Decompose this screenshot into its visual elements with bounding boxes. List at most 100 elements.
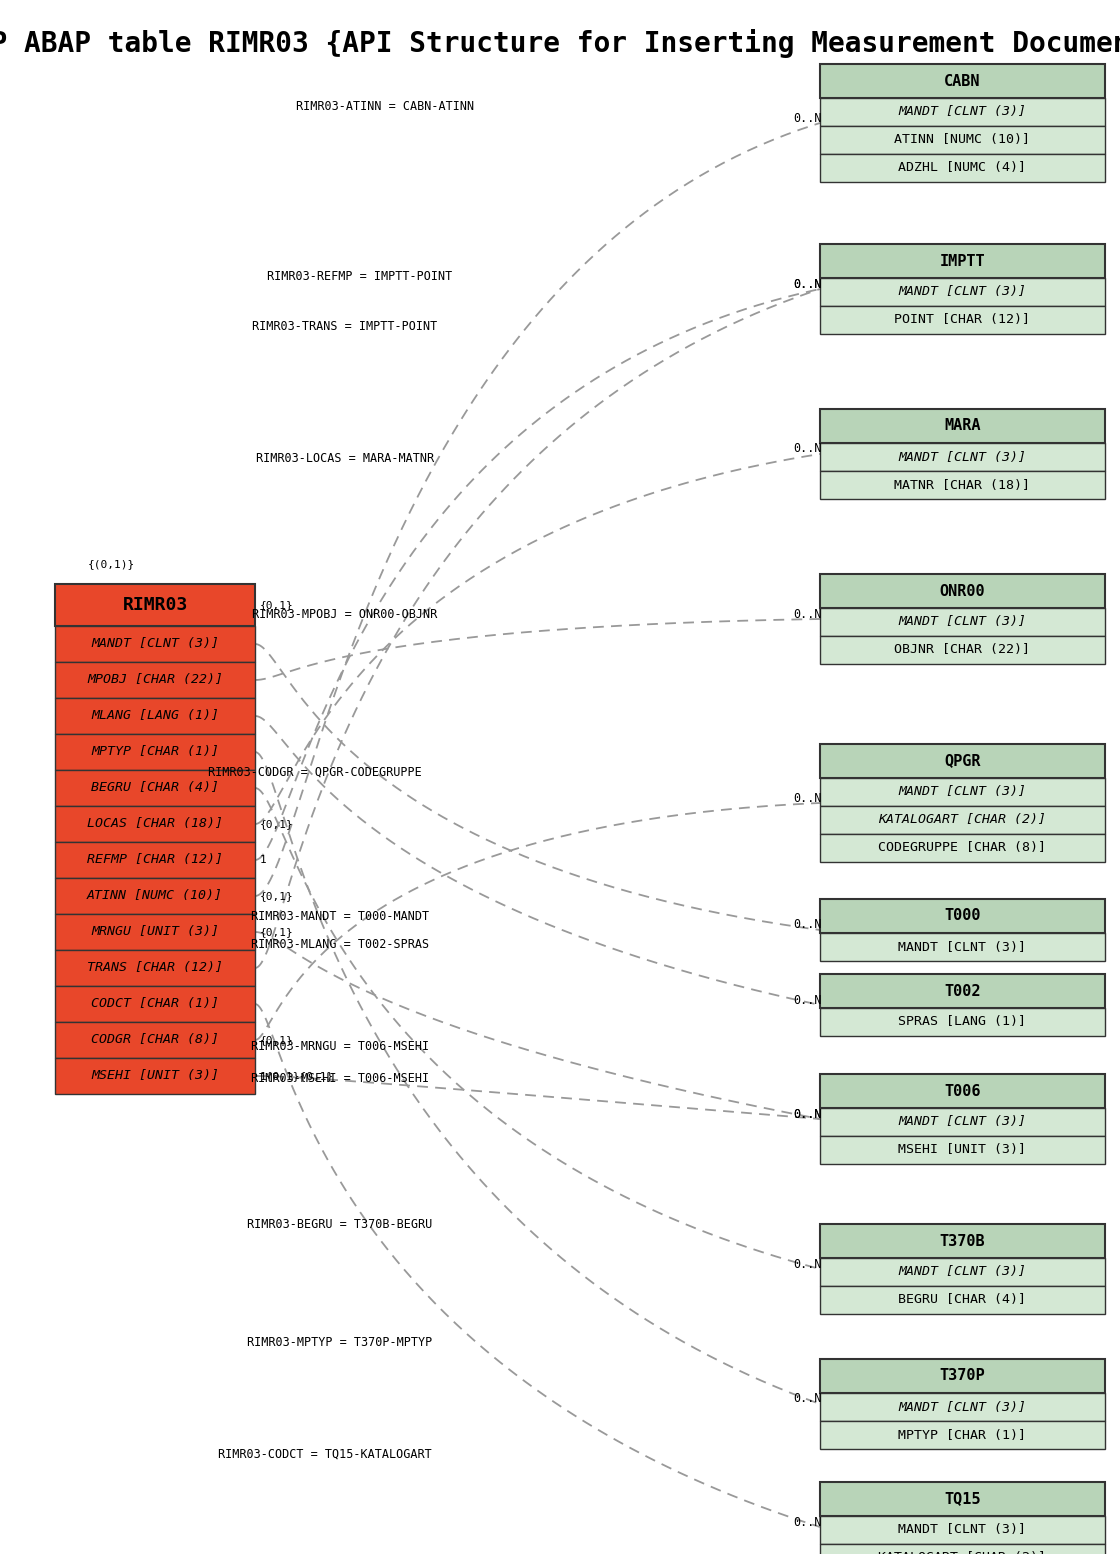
Text: ATINN [NUMC (10)]: ATINN [NUMC (10)] — [87, 889, 223, 903]
Text: OBJNR [CHAR (22)]: OBJNR [CHAR (22)] — [895, 643, 1030, 656]
FancyBboxPatch shape — [820, 1259, 1105, 1287]
FancyBboxPatch shape — [55, 807, 255, 842]
FancyBboxPatch shape — [55, 914, 255, 949]
FancyBboxPatch shape — [55, 662, 255, 698]
Text: T000: T000 — [944, 909, 981, 923]
Text: 1: 1 — [260, 855, 267, 866]
Text: MATNR [CHAR (18)]: MATNR [CHAR (18)] — [895, 479, 1030, 491]
Text: RIMR03-LOCAS = MARA-MATNR: RIMR03-LOCAS = MARA-MATNR — [256, 452, 435, 466]
Text: {(0,1)}: {(0,1)} — [87, 559, 136, 569]
Text: ATINN [NUMC (10)]: ATINN [NUMC (10)] — [895, 134, 1030, 146]
Text: SPRAS [LANG (1)]: SPRAS [LANG (1)] — [898, 1015, 1027, 1029]
FancyBboxPatch shape — [820, 278, 1105, 306]
FancyBboxPatch shape — [820, 1420, 1105, 1448]
Text: RIMR03-TRANS = IMPTT-POINT: RIMR03-TRANS = IMPTT-POINT — [252, 320, 438, 333]
Text: 0..N: 0..N — [793, 918, 821, 931]
FancyBboxPatch shape — [820, 64, 1105, 98]
FancyBboxPatch shape — [55, 1058, 255, 1094]
FancyBboxPatch shape — [820, 244, 1105, 278]
Text: CODCT [CHAR (1)]: CODCT [CHAR (1)] — [91, 998, 220, 1010]
Text: 0..N: 0..N — [793, 1108, 821, 1120]
Text: MSEHI [UNIT (3)]: MSEHI [UNIT (3)] — [898, 1144, 1027, 1156]
FancyBboxPatch shape — [820, 126, 1105, 154]
Text: MPTYP [CHAR (1)]: MPTYP [CHAR (1)] — [91, 746, 220, 758]
FancyBboxPatch shape — [820, 834, 1105, 862]
Text: MANDT [CLNT (3)]: MANDT [CLNT (3)] — [898, 1523, 1027, 1537]
Text: QPGR: QPGR — [944, 754, 981, 769]
Text: T006: T006 — [944, 1083, 981, 1099]
Text: MSEHI [UNIT (3)]: MSEHI [UNIT (3)] — [91, 1069, 220, 1083]
Text: MPOBJ [CHAR (22)]: MPOBJ [CHAR (22)] — [87, 673, 223, 687]
Text: LOCAS [CHAR (18)]: LOCAS [CHAR (18)] — [87, 817, 223, 830]
Text: TQ15: TQ15 — [944, 1492, 981, 1506]
Text: RIMR03-CODGR = QPGR-CODEGRUPPE: RIMR03-CODGR = QPGR-CODEGRUPPE — [208, 766, 422, 779]
FancyBboxPatch shape — [55, 949, 255, 985]
Text: {0,1}: {0,1} — [260, 819, 293, 828]
FancyBboxPatch shape — [820, 1545, 1105, 1554]
Text: MPTYP [CHAR (1)]: MPTYP [CHAR (1)] — [898, 1428, 1027, 1442]
FancyBboxPatch shape — [820, 1392, 1105, 1420]
Text: 0..N: 0..N — [793, 791, 821, 805]
Text: 0..N: 0..N — [793, 112, 821, 124]
Text: MANDT [CLNT (3)]: MANDT [CLNT (3)] — [898, 1116, 1027, 1128]
FancyBboxPatch shape — [820, 636, 1105, 664]
Text: CODGR [CHAR (8)]: CODGR [CHAR (8)] — [91, 1033, 220, 1046]
Text: KATALOGART [CHAR (2)]: KATALOGART [CHAR (2)] — [878, 813, 1046, 827]
Text: CABN: CABN — [944, 73, 981, 89]
Text: RIMR03-ATINN = CABN-ATINN: RIMR03-ATINN = CABN-ATINN — [296, 99, 474, 112]
Text: MRNGU [UNIT (3)]: MRNGU [UNIT (3)] — [91, 926, 220, 939]
Text: T370P: T370P — [940, 1369, 986, 1383]
Text: RIMR03-MANDT = T000-MANDT: RIMR03-MANDT = T000-MANDT — [251, 911, 429, 923]
Text: {0,1}: {0,1} — [260, 1035, 293, 1044]
Text: MANDT [CLNT (3)]: MANDT [CLNT (3)] — [91, 637, 220, 651]
FancyBboxPatch shape — [55, 985, 255, 1023]
Text: 0..N: 0..N — [793, 1257, 821, 1271]
FancyBboxPatch shape — [820, 932, 1105, 960]
FancyBboxPatch shape — [820, 1517, 1105, 1545]
Text: REFMP [CHAR (12)]: REFMP [CHAR (12)] — [87, 853, 223, 867]
FancyBboxPatch shape — [820, 1225, 1105, 1259]
FancyBboxPatch shape — [55, 626, 255, 662]
Text: T370B: T370B — [940, 1234, 986, 1248]
Text: 0..N: 0..N — [793, 443, 821, 455]
Text: RIMR03-MSEHI = T006-MSEHI: RIMR03-MSEHI = T006-MSEHI — [251, 1072, 429, 1085]
FancyBboxPatch shape — [55, 842, 255, 878]
Text: 0..N: 0..N — [793, 278, 821, 291]
Text: MANDT [CLNT (3)]: MANDT [CLNT (3)] — [898, 1400, 1027, 1414]
FancyBboxPatch shape — [55, 878, 255, 914]
Text: MANDT [CLNT (3)]: MANDT [CLNT (3)] — [898, 106, 1027, 118]
FancyBboxPatch shape — [820, 1108, 1105, 1136]
FancyBboxPatch shape — [820, 1136, 1105, 1164]
FancyBboxPatch shape — [820, 409, 1105, 443]
Text: MANDT [CLNT (3)]: MANDT [CLNT (3)] — [898, 615, 1027, 628]
FancyBboxPatch shape — [820, 1074, 1105, 1108]
FancyBboxPatch shape — [820, 779, 1105, 807]
Text: 0..N: 0..N — [793, 993, 821, 1007]
Text: MANDT [CLNT (3)]: MANDT [CLNT (3)] — [898, 451, 1027, 463]
FancyBboxPatch shape — [820, 1287, 1105, 1315]
FancyBboxPatch shape — [55, 1023, 255, 1058]
Text: RIMR03-CODCT = TQ15-KATALOGART: RIMR03-CODCT = TQ15-KATALOGART — [218, 1447, 432, 1461]
FancyBboxPatch shape — [55, 698, 255, 733]
FancyBboxPatch shape — [820, 471, 1105, 499]
Text: MARA: MARA — [944, 418, 981, 434]
Text: RIMR03-MPTYP = T370P-MPTYP: RIMR03-MPTYP = T370P-MPTYP — [248, 1335, 432, 1349]
Text: BEGRU [CHAR (4)]: BEGRU [CHAR (4)] — [91, 782, 220, 794]
Text: {0,1}: {0,1} — [260, 890, 293, 901]
Text: KATALOGART [CHAR (2)]: KATALOGART [CHAR (2)] — [878, 1551, 1046, 1554]
FancyBboxPatch shape — [820, 608, 1105, 636]
Text: IMPTT: IMPTT — [940, 253, 986, 269]
FancyBboxPatch shape — [55, 769, 255, 807]
Text: CODEGRUPPE [CHAR (8)]: CODEGRUPPE [CHAR (8)] — [878, 842, 1046, 855]
FancyBboxPatch shape — [820, 573, 1105, 608]
FancyBboxPatch shape — [820, 807, 1105, 834]
FancyBboxPatch shape — [820, 154, 1105, 182]
Text: {0,1}: {0,1} — [260, 928, 293, 937]
Text: RIMR03-MPOBJ = ONR00-OBJNR: RIMR03-MPOBJ = ONR00-OBJNR — [252, 608, 438, 620]
Text: RIMR03-REFMP = IMPTT-POINT: RIMR03-REFMP = IMPTT-POINT — [268, 269, 452, 283]
FancyBboxPatch shape — [820, 306, 1105, 334]
Text: 0..N: 0..N — [793, 1392, 821, 1405]
Text: MANDT [CLNT (3)]: MANDT [CLNT (3)] — [898, 1265, 1027, 1279]
FancyBboxPatch shape — [820, 744, 1105, 779]
Text: RIMR03: RIMR03 — [122, 597, 188, 614]
